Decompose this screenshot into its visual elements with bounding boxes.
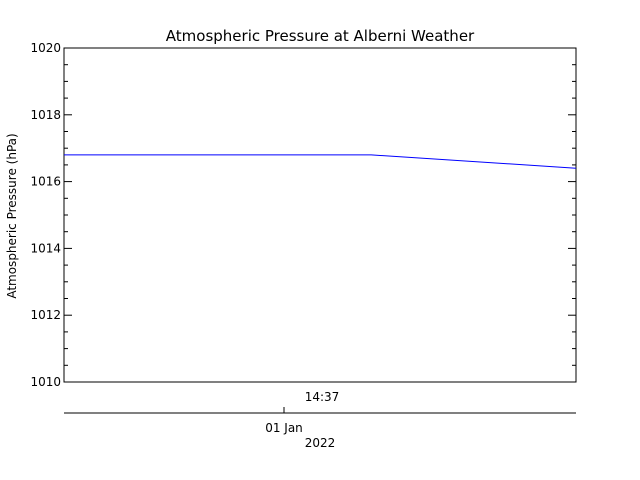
x-year-label: 2022 [305, 436, 336, 450]
chart-title: Atmospheric Pressure at Alberni Weather [166, 27, 475, 45]
series-layer [64, 154, 577, 169]
y-axis-label: Atmospheric Pressure (hPa) [5, 133, 19, 298]
pressure-series-line [64, 154, 577, 169]
y-tick-label: 1012 [30, 308, 61, 322]
x-time-label: 14:37 [305, 390, 340, 404]
y-tick-label: 1018 [30, 108, 61, 122]
y-tick-label: 1016 [30, 175, 61, 189]
y-tick-label: 1020 [30, 41, 61, 55]
x-date-label: 01 Jan [265, 421, 303, 435]
y-tick-label: 1014 [30, 241, 61, 255]
y-axis-ticks: 1010 1012 1014 1016 1018 1020 [30, 41, 576, 389]
y-tick-label: 1010 [30, 375, 61, 389]
plot-frame [63, 47, 577, 383]
